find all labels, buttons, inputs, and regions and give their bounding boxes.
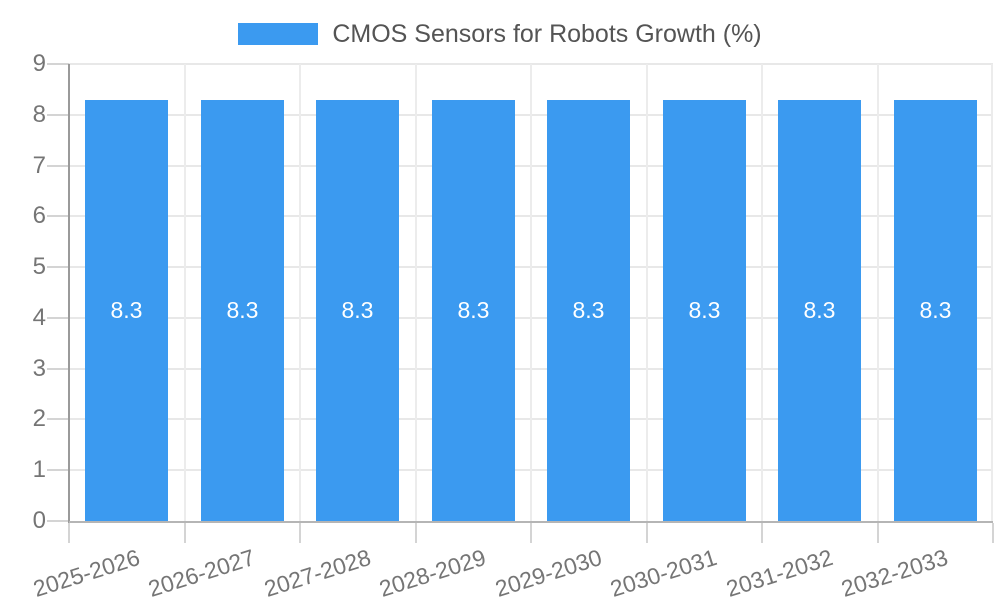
legend-swatch [238,23,319,45]
bar[interactable]: 8.3 [316,100,399,521]
x-tick-mark [646,523,648,543]
x-gridline [415,64,417,521]
y-tick-label: 3 [32,354,46,382]
y-tick-label: 2 [32,405,46,433]
y-tick-label: 0 [32,507,46,534]
bar[interactable]: 8.3 [201,100,284,521]
y-tick-mark [47,469,69,472]
x-tick-mark [530,523,532,543]
y-tick-label: 5 [32,253,46,281]
x-tick-mark [761,523,763,543]
y-tick-mark [47,316,69,319]
y-tick-label: 7 [32,151,46,179]
y-tick-mark [47,113,69,116]
x-tick-mark [877,523,879,543]
legend-series-label: CMOS Sensors for Robots Growth (%) [332,19,762,48]
x-gridline [991,64,993,521]
bar[interactable]: 8.3 [778,100,861,521]
bar[interactable]: 8.3 [85,100,168,521]
bar[interactable]: 8.3 [663,100,746,521]
bar[interactable]: 8.3 [547,100,630,521]
bar-value-label: 8.3 [688,297,721,323]
bar-value-label: 8.3 [110,297,143,323]
x-gridline [530,64,532,521]
x-tick-mark [992,523,994,543]
bar[interactable]: 8.3 [894,100,977,521]
y-axis-line [68,64,70,523]
y-tick-mark [47,367,69,370]
y-tick-mark [47,63,69,65]
x-gridline [184,64,186,521]
x-gridline [646,64,648,521]
x-gridline [877,64,879,521]
y-tick-mark [47,164,69,167]
bar[interactable]: 8.3 [432,100,515,521]
y-tick-mark [47,520,69,522]
y-tick-label: 9 [32,50,46,77]
y-tick-mark [47,266,69,269]
x-tick-mark [415,523,417,543]
y-tick-label: 1 [32,456,46,484]
x-axis-line [69,521,993,523]
bar-value-label: 8.3 [572,297,605,323]
bar-value-label: 8.3 [803,297,836,323]
y-tick-mark [47,215,69,218]
y-tick-mark [47,418,69,421]
x-gridline [299,64,301,521]
bar-value-label: 8.3 [226,297,259,323]
x-tick-mark [184,523,186,543]
y-tick-label: 4 [32,303,46,331]
x-tick-mark [68,523,70,543]
legend[interactable]: CMOS Sensors for Robots Growth (%) [0,20,1000,48]
y-tick-label: 8 [32,100,46,128]
y-tick-label: 6 [32,202,46,230]
bar-value-label: 8.3 [457,297,490,323]
bar-value-label: 8.3 [919,297,952,323]
x-tick-mark [299,523,301,543]
bar-value-label: 8.3 [341,297,374,323]
x-gridline [761,64,763,521]
